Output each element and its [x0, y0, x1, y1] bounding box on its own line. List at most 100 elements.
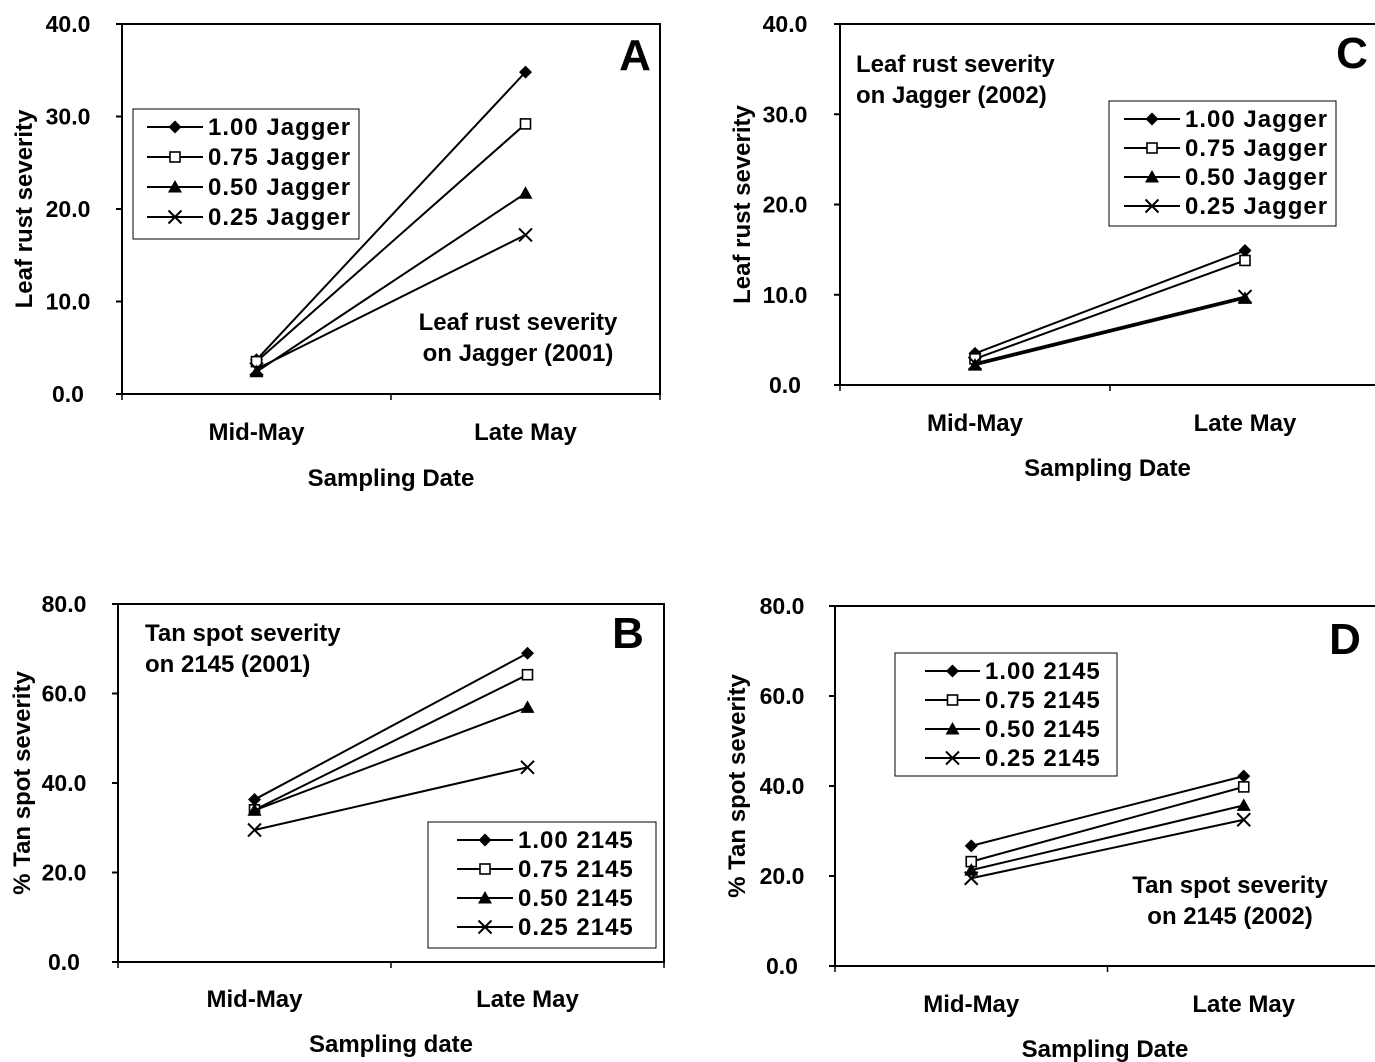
series-line: [971, 775, 1244, 847]
chart-panel-c: 0.0 10.0 20.0 30.0 40.0 Mid-May Late MaySampli…: [729, 11, 1375, 482]
x-tick-label: Late May: [1192, 991, 1295, 1018]
legend-marker: [169, 151, 181, 163]
series-line: [970, 785, 1245, 863]
series-4: [967, 289, 1253, 371]
legend-item: 0.25 2145: [457, 914, 633, 941]
panel-letter: A: [619, 31, 651, 80]
x-tick-label: Mid-May: [923, 991, 1020, 1018]
y-tick-label: 30.0: [46, 104, 91, 130]
legend-marker: [478, 891, 492, 904]
series-line: [255, 123, 527, 363]
data-point: [1237, 289, 1253, 304]
series-1: [248, 646, 534, 807]
series-line: [971, 804, 1244, 872]
data-point: [964, 871, 979, 886]
x-tick-label: Mid-May: [927, 410, 1024, 437]
data-point: [518, 186, 533, 199]
legend-label: 0.50 2145: [518, 885, 634, 912]
legend-label: 0.50 Jagger: [208, 174, 351, 201]
legend-item: 0.75 Jagger: [1124, 135, 1327, 162]
y-tick-label: 30.0: [763, 101, 808, 127]
y-axis-title: Leaf rust severity: [11, 109, 38, 308]
data-point: [520, 700, 535, 713]
series-line: [974, 297, 1246, 367]
series-line: [254, 673, 528, 811]
series-4: [247, 760, 535, 838]
legend-item: 1.00 2145: [457, 827, 634, 854]
legend: 1.00 Jagger 0.75 Jagger 0.50 Jagger 0.25 Ja…: [132, 108, 360, 240]
panel-annotation: Tan spot severity: [145, 620, 341, 647]
legend-item: 1.00 Jagger: [1124, 106, 1327, 133]
data-point: [247, 822, 262, 838]
legend-marker: [1145, 112, 1159, 126]
y-tick-label: 40.0: [763, 11, 808, 37]
data-point: [521, 646, 534, 660]
panel-annotation: Leaf rust severity: [419, 309, 618, 336]
series-1: [964, 769, 1251, 853]
legend-item: 0.75 Jagger: [147, 144, 351, 171]
y-tick-label: 80.0: [42, 591, 87, 617]
series-3: [964, 798, 1251, 876]
chart-panel-a: 0.0 10.0 20.0 30.0 40.0 Mid-May Late May Sampli…: [11, 11, 661, 492]
y-axis-title: Leaf rust severity: [729, 104, 756, 303]
series-line: [256, 234, 526, 370]
y-tick-label: 10.0: [763, 282, 808, 308]
panel-letter: D: [1329, 615, 1361, 664]
x-tick-label: Mid-May: [207, 986, 304, 1013]
series-line: [974, 295, 1246, 365]
data-point: [248, 793, 261, 807]
series-line: [254, 706, 528, 812]
legend-marker: [167, 209, 183, 225]
legend-marker: [479, 863, 491, 875]
data-point: [519, 118, 532, 130]
x-tick-label: Late May: [476, 986, 579, 1013]
legend-label: 0.25 2145: [985, 745, 1101, 772]
x-axis-title: Sampling Date: [1022, 1036, 1189, 1062]
legend-label: 1.00 2145: [518, 827, 634, 854]
legend-item: 0.75 2145: [925, 687, 1101, 714]
data-point: [249, 361, 264, 377]
legend-marker: [945, 722, 960, 735]
panel-letter: B: [612, 609, 644, 658]
series-line: [254, 652, 528, 801]
y-tick-label: 20.0: [763, 192, 808, 218]
y-tick-label: 0.0: [766, 953, 798, 979]
series-line: [974, 249, 1246, 355]
legend-item: 1.00 Jagger: [147, 114, 350, 141]
series-line: [974, 259, 1246, 360]
y-tick-label: 10.0: [46, 289, 91, 315]
legend-label: 0.75 Jagger: [208, 144, 351, 171]
legend-item: 0.25 Jagger: [147, 204, 350, 231]
legend-item: 0.50 2145: [457, 885, 634, 912]
x-axis-title: Sampling Date: [308, 465, 475, 492]
series-line: [971, 818, 1244, 880]
legend-label: 0.75 2145: [985, 687, 1101, 714]
panel-annotation: Tan spot severity: [1132, 872, 1328, 899]
data-point: [520, 760, 535, 775]
panel-annotation: Leaf rust severity: [856, 51, 1055, 78]
data-point: [1238, 244, 1252, 258]
data-point: [1236, 798, 1251, 811]
panel-annotation: on Jagger (2002): [856, 82, 1047, 109]
legend-item: 0.75 2145: [457, 856, 633, 883]
y-tick-label: 80.0: [760, 593, 805, 619]
legend-marker: [477, 919, 493, 935]
legend-marker: [1144, 198, 1160, 214]
y-axis-title: % Tan spot severity: [724, 674, 751, 898]
y-tick-label: 20.0: [46, 196, 91, 222]
series-line: [255, 192, 527, 373]
series-3: [247, 700, 535, 816]
legend-marker: [168, 120, 182, 134]
panel-annotation: on Jagger (2001): [423, 340, 614, 367]
series-2: [250, 118, 532, 368]
series-line: [254, 766, 528, 831]
legend-marker: [946, 664, 959, 678]
panel-letter: C: [1336, 29, 1368, 78]
x-axis-title: Sampling Date: [1024, 455, 1191, 482]
x-tick-label: Mid-May: [209, 419, 306, 446]
y-tick-label: 0.0: [48, 949, 80, 975]
chart-panel-d: 0.0 20.0 40.0 60.0 80.0 Mid-May Late MaySampli…: [724, 593, 1375, 1062]
legend-marker: [168, 180, 182, 193]
